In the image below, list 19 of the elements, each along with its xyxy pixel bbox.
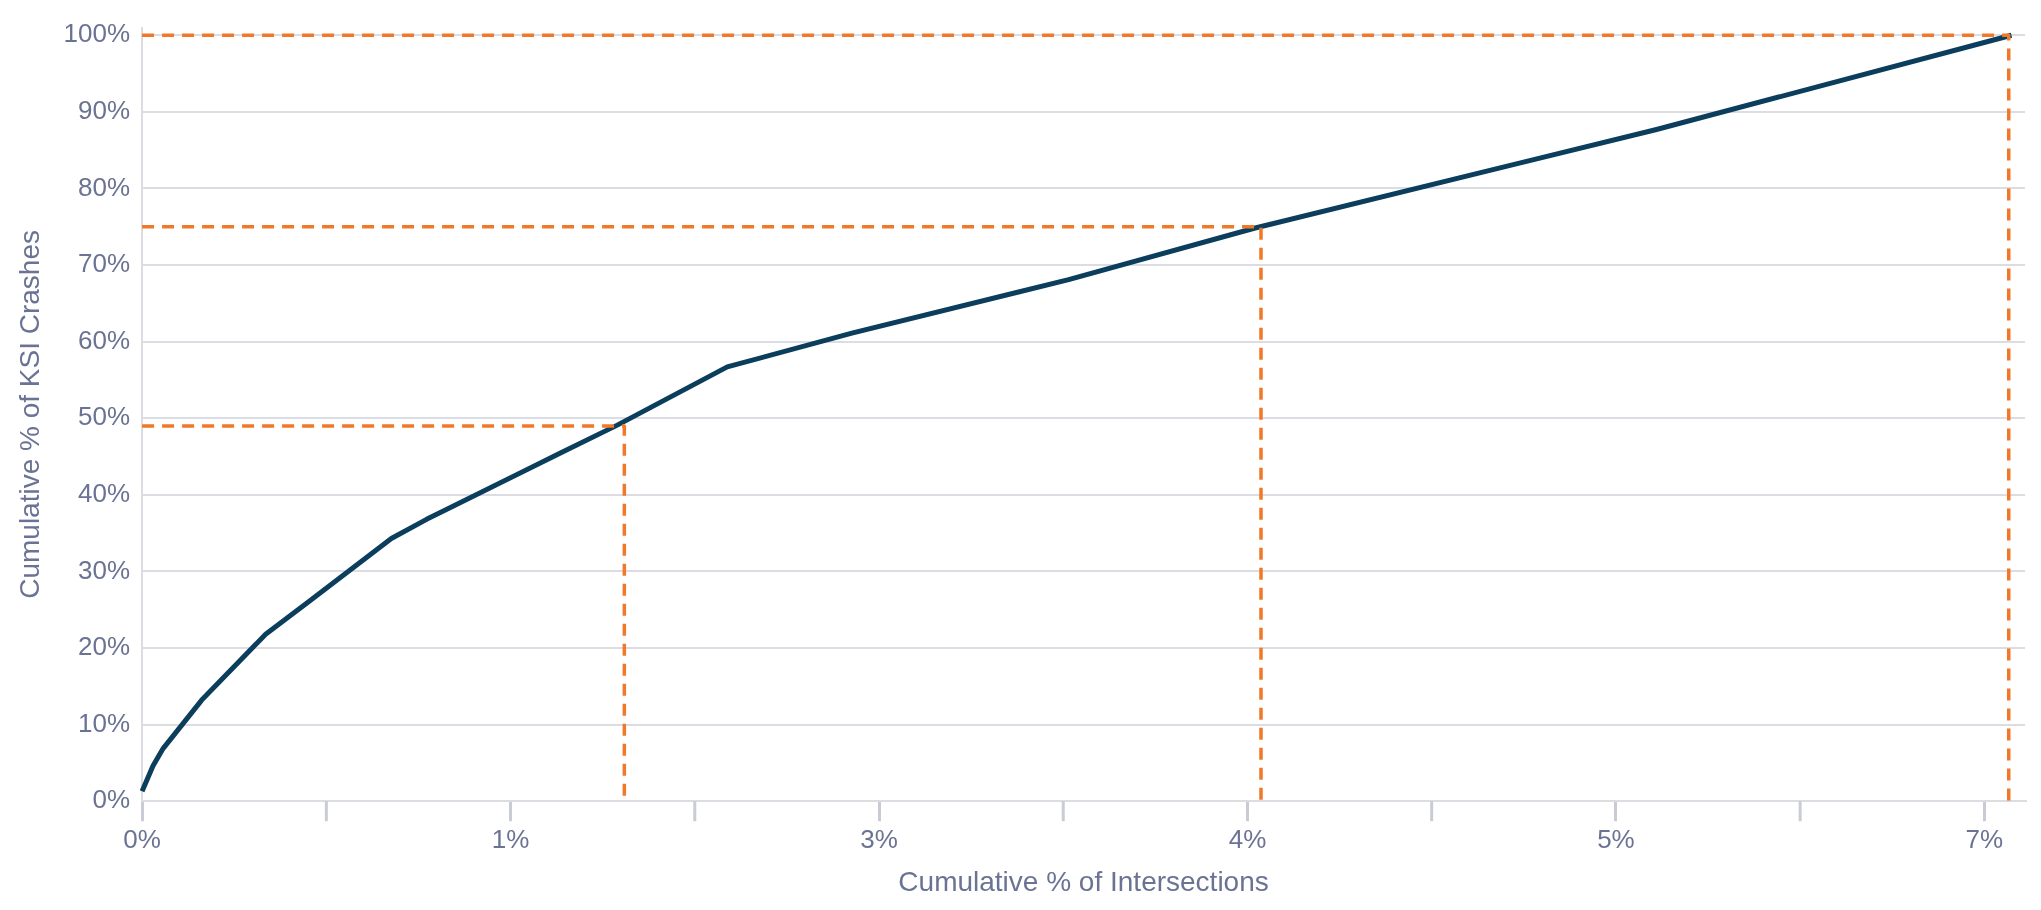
y-tick-label: 60% [78,324,131,355]
x-tick-label: 3% [860,823,898,854]
x-tick-label: 7% [1965,823,2004,854]
y-tick-label: 90% [78,95,131,126]
y-tick-label: 70% [78,248,131,279]
y-tick-label: 50% [78,401,131,432]
y-tick-label: 0% [92,784,131,815]
x-axis-title: Cumulative % of Intersections [898,865,1269,897]
y-tick-label: 40% [78,478,131,508]
x-tick-label: 0% [123,823,161,854]
x-tick-label: 1% [491,823,530,854]
y-axis-title: Cumulative % of KSI Crashes [13,229,45,599]
x-tick-label: 4% [1228,823,1267,854]
y-tick-label: 80% [78,171,131,202]
y-tick-label: 20% [78,631,131,662]
y-tick-label: 30% [78,554,131,585]
y-tick-label: 10% [78,707,131,738]
y-tick-label: 100% [63,18,131,49]
x-tick-label: 5% [1597,823,1635,854]
